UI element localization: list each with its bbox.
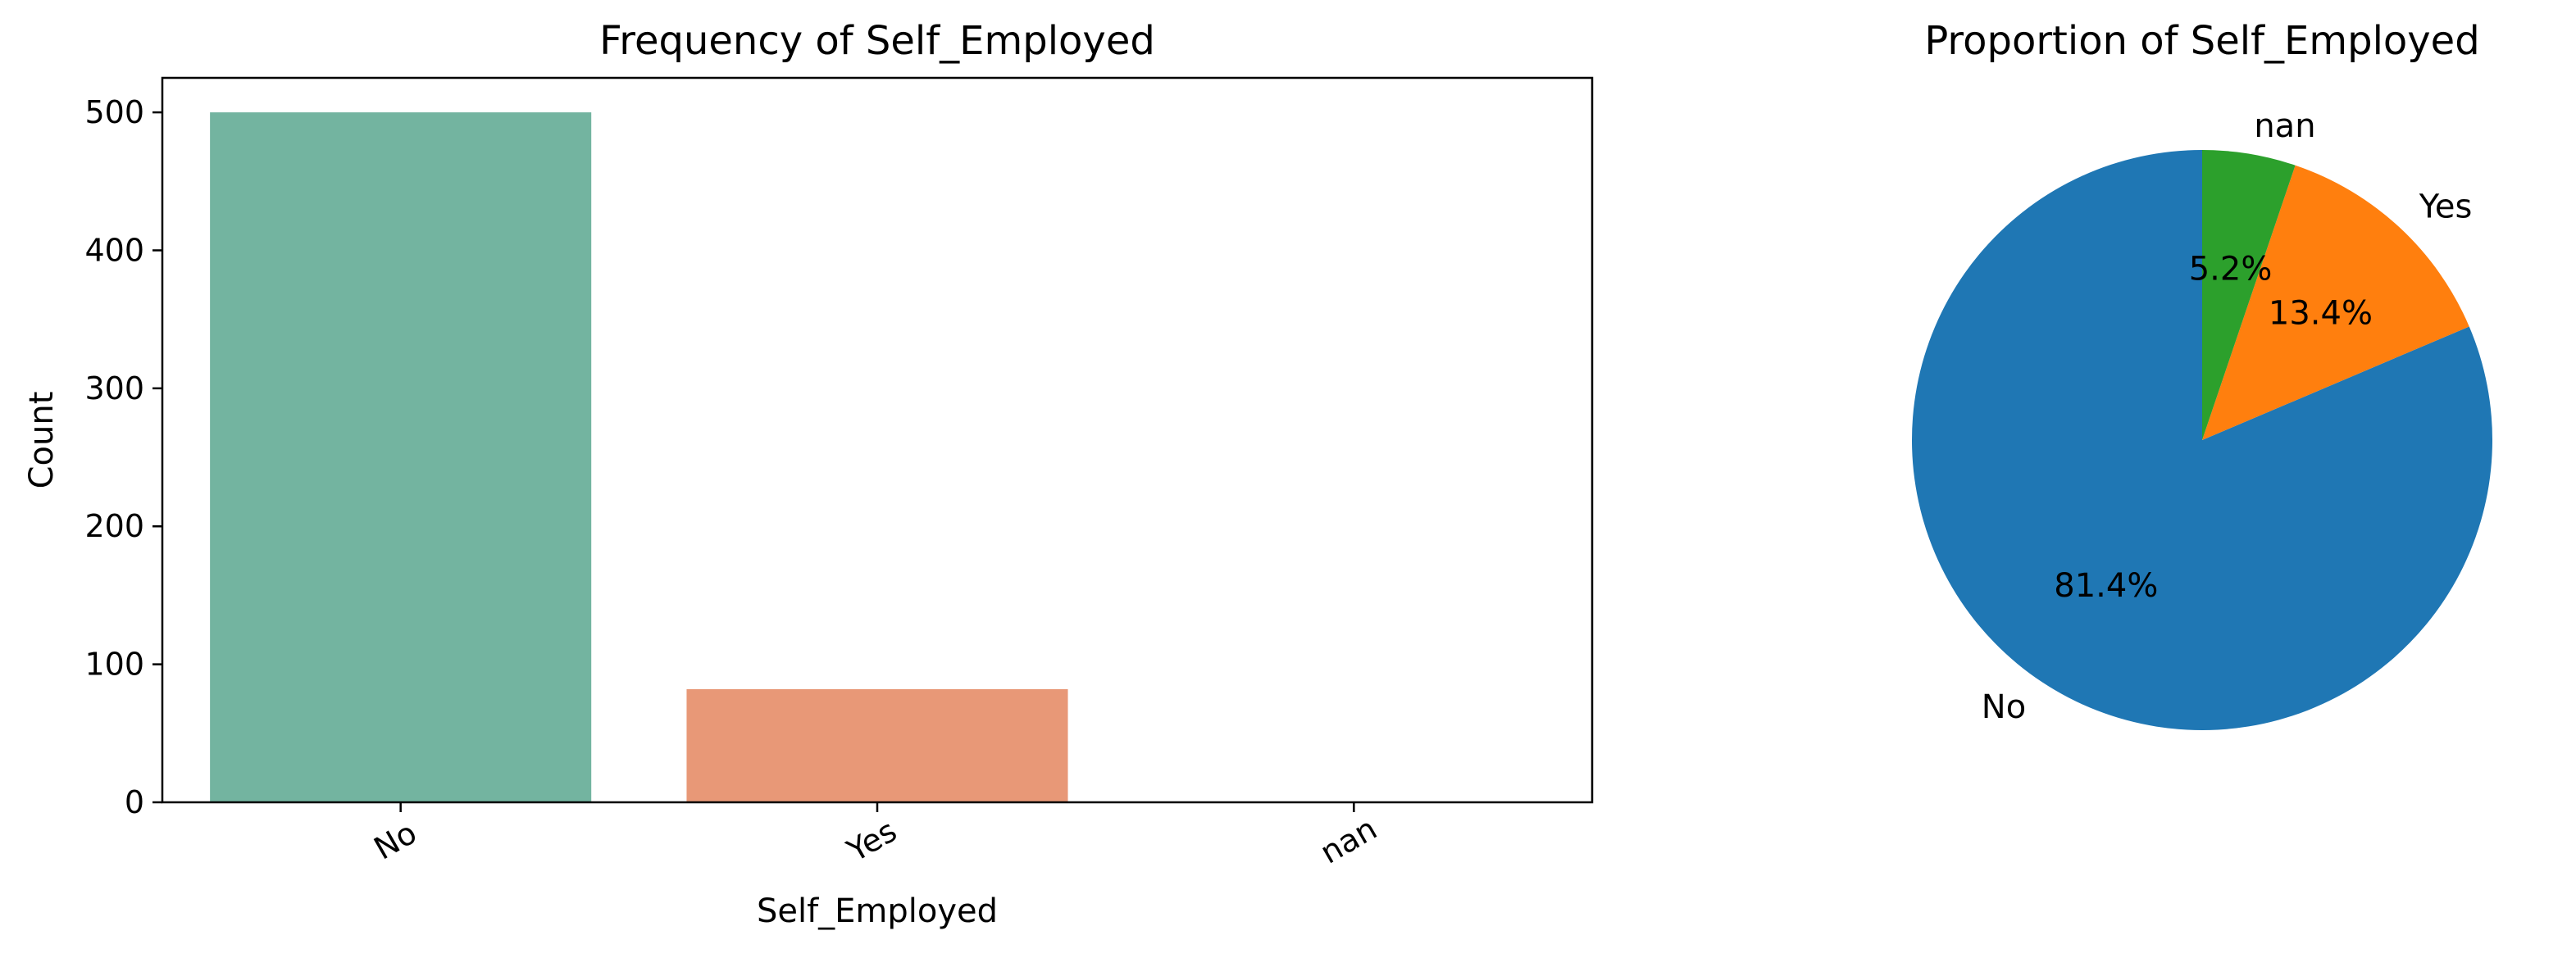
- bar-chart-title: Frequency of Self_Employed: [599, 18, 1155, 64]
- pie-wedge-nan: [2202, 150, 2296, 440]
- pie-wedge-yes: [2202, 165, 2469, 440]
- pie-pct-label-nan: 5.2%: [2189, 250, 2273, 288]
- bar-y-tick-label: 300: [84, 370, 144, 406]
- bar-y-tick-label: 500: [84, 94, 144, 130]
- bar-y-axis: 0 100 200 300 400 500: [84, 94, 162, 820]
- bar-yes: [686, 688, 1068, 802]
- pie-label-yes: Yes: [2419, 188, 2473, 225]
- pie-label-nan: nan: [2254, 107, 2315, 145]
- bar-y-tick-label: 0: [125, 784, 144, 820]
- bar-y-tick-label: 400: [84, 232, 144, 268]
- pie-labels: No 81.4% Yes 13.4% nan 5.2%: [1982, 107, 2473, 726]
- pie-label-no: No: [1982, 688, 2026, 726]
- pie-chart: Proportion of Self_Employed No 81.4% Yes 13…: [1911, 18, 2492, 731]
- pie-pct-label-no: 81.4%: [2054, 567, 2158, 605]
- bar-no: [210, 112, 592, 803]
- pie-pct-label-yes: 13.4%: [2269, 294, 2373, 332]
- pie-chart-title: Proportion of Self_Employed: [1924, 18, 2479, 64]
- bar-plot-frame: [161, 76, 1594, 804]
- bar-y-tick-label: 100: [84, 647, 144, 683]
- bar-y-axis-label: Count: [23, 392, 61, 489]
- bar-plot-area: [210, 112, 1068, 803]
- pie-wedges: [1911, 150, 2492, 731]
- bar-chart: Frequency of Self_Employed 0 100 200 300 400…: [23, 18, 1594, 930]
- bar-x-axis-label: Self_Employed: [757, 892, 998, 930]
- bar-y-tick-label: 200: [84, 508, 144, 544]
